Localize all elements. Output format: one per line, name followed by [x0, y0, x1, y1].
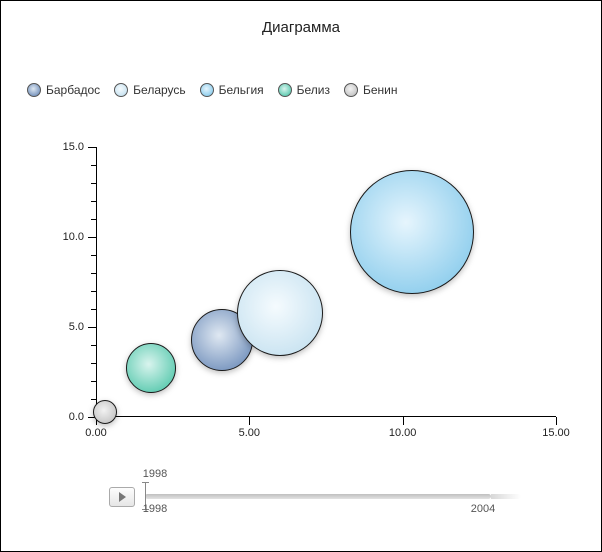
legend-item[interactable]: Барбадос	[27, 83, 100, 97]
y-minor-tick	[91, 363, 96, 364]
x-tick	[249, 417, 250, 425]
bubble[interactable]	[350, 170, 474, 294]
x-tick	[403, 417, 404, 425]
chart-frame: Диаграмма Барбадос Беларусь Бельгия Белиз Бе…	[0, 0, 602, 552]
x-axis	[96, 416, 556, 417]
x-tick	[556, 417, 557, 425]
y-minor-tick	[91, 165, 96, 166]
y-minor-tick	[91, 381, 96, 382]
legend-label: Беларусь	[133, 83, 185, 97]
bubble[interactable]	[126, 343, 176, 393]
y-minor-tick	[91, 291, 96, 292]
legend-item[interactable]: Беларусь	[114, 83, 185, 97]
x-tick-label: 0.00	[85, 427, 106, 439]
y-tick	[88, 147, 96, 148]
legend-swatch	[344, 83, 358, 97]
y-minor-tick	[91, 255, 96, 256]
chart-title: Диаграмма	[1, 19, 601, 36]
y-tick-label: 5.0	[69, 321, 84, 333]
y-minor-tick	[91, 201, 96, 202]
y-minor-tick	[91, 345, 96, 346]
bubble[interactable]	[93, 400, 117, 424]
legend-item[interactable]: Бенин	[344, 83, 398, 97]
legend-label: Барбадос	[46, 83, 100, 97]
y-minor-tick	[91, 309, 96, 310]
y-axis	[96, 147, 97, 417]
y-tick-label: 15.0	[63, 141, 84, 153]
legend-swatch	[278, 83, 292, 97]
slider-current-label: 1998	[143, 468, 167, 480]
y-minor-tick	[91, 273, 96, 274]
legend-swatch	[27, 83, 41, 97]
y-tick	[88, 237, 96, 238]
y-tick	[88, 327, 96, 328]
y-minor-tick	[91, 219, 96, 220]
y-minor-tick	[91, 399, 96, 400]
legend-label: Бенин	[363, 83, 398, 97]
y-minor-tick	[91, 183, 96, 184]
x-tick-label: 15.00	[542, 427, 570, 439]
slider-start-label: 1998	[143, 503, 167, 515]
x-tick-label: 5.00	[239, 427, 260, 439]
legend-item[interactable]: Белиз	[278, 83, 330, 97]
play-button[interactable]	[109, 487, 135, 507]
play-icon	[119, 492, 126, 502]
slider-track[interactable]	[145, 494, 491, 499]
x-tick-label: 10.00	[389, 427, 417, 439]
plot-area: 0.05.010.015.00.005.0010.0015.00	[96, 147, 556, 417]
y-tick-label: 10.0	[63, 231, 84, 243]
legend-label: Белиз	[297, 83, 330, 97]
legend-item[interactable]: Бельгия	[200, 83, 264, 97]
legend: Барбадос Беларусь Бельгия Белиз Бенин	[27, 83, 398, 97]
timeline-slider[interactable]: 1998 1998 2004	[111, 471, 491, 521]
bubble[interactable]	[237, 270, 323, 356]
slider-end-label: 2004	[471, 503, 495, 515]
legend-swatch	[114, 83, 128, 97]
slider-track-fade	[491, 494, 521, 499]
legend-swatch	[200, 83, 214, 97]
y-tick-label: 0.0	[69, 411, 84, 423]
legend-label: Бельгия	[219, 83, 264, 97]
